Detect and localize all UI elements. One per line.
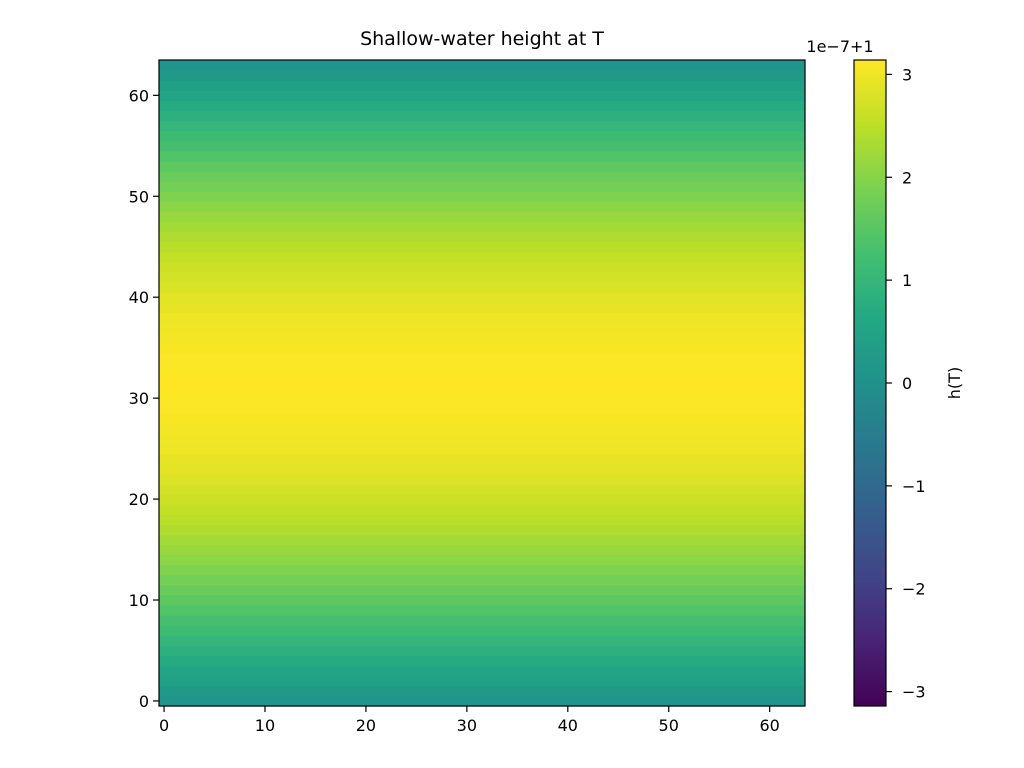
colorbar-tick-label: −1 [902,477,926,496]
x-tick-label: 0 [159,716,169,735]
x-tick-label: 20 [356,716,376,735]
heatmap-row [159,564,805,576]
heatmap-row [159,615,805,626]
colorbar-tick-label: 2 [902,168,912,187]
heatmap-row [159,605,805,616]
heatmap-row [159,423,805,435]
x-tick-label: 30 [457,716,477,735]
heatmap-row [159,685,805,697]
heatmap-row [159,665,805,677]
heatmap-row [159,231,805,243]
x-tick-label: 60 [759,716,779,735]
heatmap-row [159,352,805,364]
heatmap-row [159,534,805,546]
heatmap-row [159,544,805,556]
colorbar-offset-text: 1e−7+1 [806,37,873,56]
heatmap-row [159,453,805,465]
y-tick-label: 60 [129,86,149,105]
heatmap-row [159,514,805,525]
heatmap-row [159,342,805,354]
heatmap-row [159,584,805,596]
heatmap-row [159,332,805,344]
y-tick-label: 50 [129,187,149,206]
y-tick-label: 10 [129,591,149,610]
heatmap-row [159,594,805,606]
heatmap-row [159,483,805,495]
heatmap-row [159,251,805,263]
heatmap-row [159,443,805,455]
colorbar-tick-label: −3 [902,683,926,702]
heatmap-row [159,675,805,687]
colorbar-tick-label: 3 [902,65,912,84]
heatmap-row [159,150,805,162]
heatmap-row [159,383,805,394]
heatmap-row [159,110,805,122]
heatmap-row [159,372,805,384]
heatmap-row [159,635,805,647]
heatmap-row [159,130,805,142]
heatmap-row [159,171,805,182]
colorbar: −3 −2 −1 0 1 2 3 1e−7+1 h(T) [806,37,964,707]
y-tick-label: 0 [139,692,149,711]
heatmap-row [159,271,805,283]
heatmap-row [159,70,805,81]
colorbar-gradient [854,60,886,706]
colorbar-tick-label: 1 [902,271,912,290]
colorbar-tick-label: −2 [902,580,926,599]
heatmap-row [159,80,805,91]
heatmap-row [159,292,805,303]
heatmap-row [159,221,805,233]
colorbar-tick-label: 0 [902,374,912,393]
heatmap-row [159,302,805,313]
heatmap-row [159,100,805,112]
y-axis: 0 10 20 30 40 50 60 [129,86,159,711]
heatmap-row [159,413,805,424]
heatmap-row [159,120,805,132]
heatmap-row [159,655,805,667]
heatmap-row [159,574,805,586]
x-tick-label: 50 [659,716,679,735]
heatmap-row [159,433,805,445]
heatmap-row [159,362,805,374]
colorbar-ticks: −3 −2 −1 0 1 2 3 [886,65,926,702]
x-tick-label: 10 [255,716,275,735]
x-axis: 0 10 20 30 40 50 60 [159,706,780,735]
heatmap-row [159,645,805,657]
heatmap-row [159,312,805,324]
heatmap-row [159,201,805,213]
heatmap [159,60,805,707]
heatmap-row [159,625,805,636]
heatmap-row [159,181,805,192]
heatmap-row [159,241,805,253]
heatmap-row [159,261,805,273]
heatmap-row [159,494,805,505]
heatmap-row [159,695,805,707]
heatmap-row [159,160,805,172]
y-tick-label: 30 [129,389,149,408]
heatmap-row [159,473,805,485]
heatmap-row [159,504,805,515]
heatmap-row [159,524,805,536]
chart-title: Shallow-water height at T [360,28,604,50]
heatmap-row [159,393,805,404]
heatmap-row [159,403,805,414]
heatmap-row [159,463,805,475]
heatmap-row [159,140,805,152]
heatmap-row [159,211,805,223]
plot-frame [158,59,806,707]
heatmap-row [159,282,805,293]
heatmap-row [159,322,805,334]
heatmap-row [159,60,805,71]
y-tick-label: 20 [129,490,149,509]
colorbar-label: h(T) [945,367,964,399]
heatmap-row [159,554,805,566]
x-tick-label: 40 [558,716,578,735]
heatmap-row [159,191,805,202]
heatmap-row [159,90,805,101]
y-tick-label: 40 [129,288,149,307]
